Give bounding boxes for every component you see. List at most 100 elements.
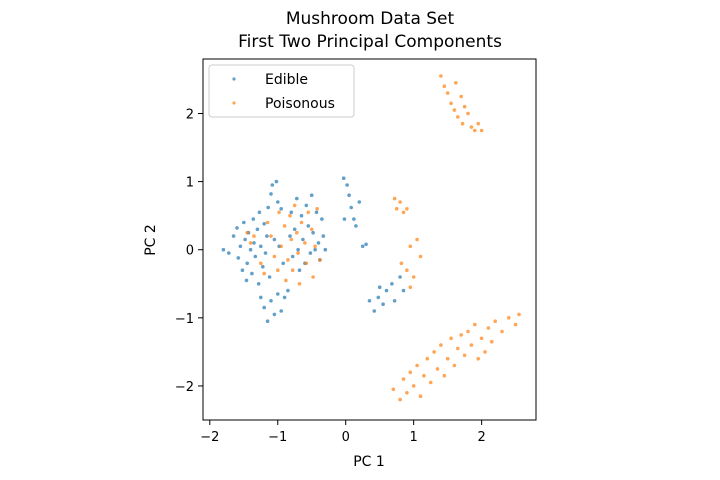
point-poisonous (401, 210, 406, 215)
point-edible (390, 282, 394, 286)
legend-marker-poisonous (232, 101, 236, 105)
legend: Edible Poisonous (208, 64, 355, 118)
point-edible (251, 217, 256, 221)
point-poisonous (486, 326, 491, 330)
legend-box (208, 64, 355, 118)
chart-title: Mushroom Data Set (285, 9, 455, 29)
point-poisonous (449, 336, 453, 341)
x-tick-label: 0 (342, 430, 350, 445)
point-poisonous (476, 356, 481, 361)
point-edible (311, 230, 315, 235)
point-poisonous (422, 373, 426, 378)
point-edible (279, 309, 284, 313)
point-poisonous (483, 350, 487, 354)
point-poisonous (456, 115, 460, 119)
point-poisonous (398, 397, 402, 402)
point-poisonous (452, 363, 457, 368)
point-edible (306, 224, 311, 228)
point-edible (272, 312, 277, 317)
point-edible (295, 196, 299, 201)
point-poisonous (445, 91, 450, 95)
point-poisonous (466, 111, 470, 116)
point-edible (281, 261, 286, 266)
point-edible (301, 237, 305, 242)
point-poisonous (418, 254, 423, 259)
point-edible (296, 247, 300, 252)
point-edible (255, 227, 260, 232)
point-poisonous (493, 319, 498, 324)
point-edible (341, 176, 346, 180)
x-axis-label: PC 1 (353, 454, 385, 470)
point-edible (372, 309, 377, 313)
point-edible (290, 254, 295, 259)
point-edible (347, 193, 351, 197)
point-poisonous (405, 207, 409, 211)
point-edible (253, 254, 258, 259)
point-poisonous (428, 380, 433, 385)
point-poisonous (318, 258, 322, 262)
point-poisonous (479, 336, 484, 341)
point-poisonous (290, 268, 295, 273)
point-poisonous (282, 224, 287, 228)
point-poisonous (459, 333, 464, 337)
point-poisonous (398, 200, 402, 204)
point-edible (262, 222, 267, 226)
point-poisonous (500, 329, 504, 334)
point-edible (263, 251, 268, 255)
point-poisonous (289, 237, 294, 242)
point-edible (276, 200, 280, 204)
y-tick-label: −2 (175, 380, 194, 395)
point-edible (377, 285, 382, 290)
point-poisonous (296, 251, 300, 255)
point-poisonous (276, 268, 280, 273)
point-poisonous (309, 227, 314, 232)
point-poisonous (449, 101, 453, 106)
point-edible (276, 292, 280, 296)
point-edible (297, 268, 302, 273)
point-poisonous (295, 230, 299, 235)
point-poisonous (411, 384, 416, 388)
point-edible (314, 210, 319, 215)
point-edible (269, 299, 273, 303)
point-poisonous (435, 367, 440, 371)
point-poisonous (439, 343, 443, 347)
point-edible (381, 302, 385, 307)
point-edible (349, 205, 354, 210)
point-poisonous (439, 74, 443, 78)
point-edible (282, 295, 287, 300)
point-poisonous (476, 121, 481, 126)
point-poisonous (288, 213, 292, 218)
y-tick-label: 1 (186, 176, 194, 191)
point-poisonous (454, 81, 458, 85)
point-poisonous (405, 268, 409, 273)
point-poisonous (259, 261, 263, 266)
legend-label-poisonous: Poisonous (265, 96, 335, 112)
point-edible (345, 183, 349, 187)
point-edible (286, 288, 290, 293)
point-edible (392, 299, 397, 303)
point-poisonous (415, 237, 419, 242)
legend-label-edible: Edible (265, 72, 308, 88)
point-poisonous (401, 377, 406, 381)
point-poisonous (418, 394, 423, 399)
legend-marker-edible (232, 77, 236, 81)
point-edible (259, 244, 263, 249)
point-edible (244, 278, 249, 283)
point-poisonous (466, 329, 470, 334)
point-edible (304, 203, 309, 208)
point-edible (342, 217, 347, 221)
point-edible (308, 251, 313, 255)
point-poisonous (469, 343, 474, 347)
point-poisonous (399, 261, 404, 266)
point-edible (299, 213, 304, 218)
point-poisonous (473, 322, 477, 327)
point-edible (262, 305, 267, 310)
point-poisonous (462, 353, 467, 358)
point-poisonous (391, 387, 396, 392)
point-edible (252, 241, 256, 245)
point-poisonous (507, 316, 511, 320)
point-poisonous (460, 121, 465, 126)
point-edible (236, 256, 241, 260)
point-edible (274, 179, 279, 184)
point-poisonous (490, 339, 494, 344)
